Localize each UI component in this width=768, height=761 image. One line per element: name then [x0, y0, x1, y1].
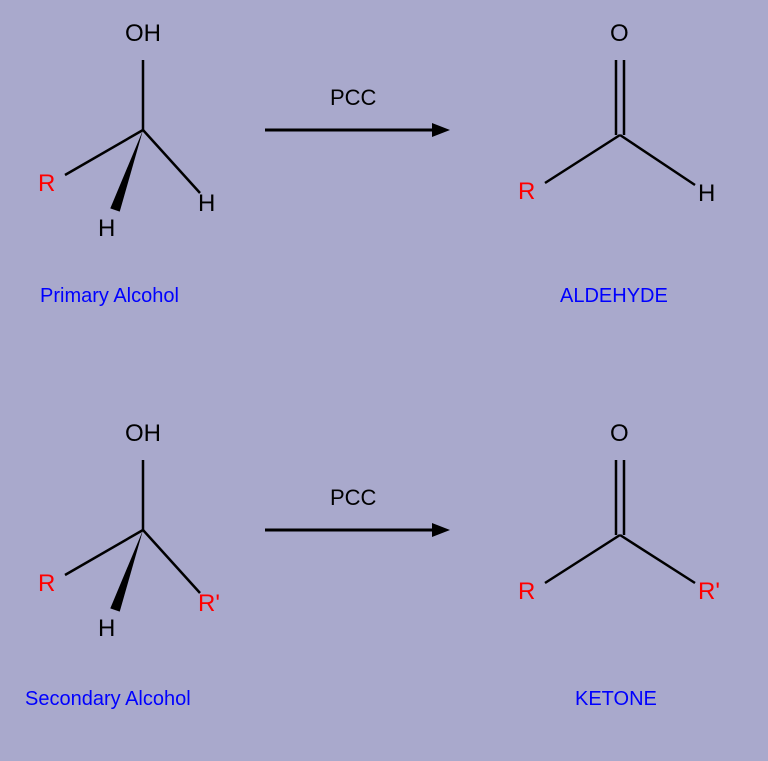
atom-label: H: [98, 215, 115, 243]
atom-label: H: [98, 615, 115, 643]
reagent-label: PCC: [330, 485, 376, 511]
atom-label: H: [698, 180, 715, 208]
reactant-label: Secondary Alcohol: [25, 688, 191, 711]
reagent-label: PCC: [330, 85, 376, 111]
atom-label: H: [198, 190, 215, 218]
product-label: KETONE: [575, 688, 657, 711]
atom-label: R': [698, 578, 720, 606]
atom-label: R: [38, 170, 55, 198]
atom-label: R': [198, 590, 220, 618]
atom-label: O: [610, 20, 629, 48]
atom-label: O: [610, 420, 629, 448]
atom-label: R: [518, 578, 535, 606]
chemistry-diagram: [0, 0, 768, 761]
atom-label: OH: [125, 20, 161, 48]
atom-label: R: [518, 178, 535, 206]
reactant-label: Primary Alcohol: [40, 285, 179, 308]
atom-label: R: [38, 570, 55, 598]
atom-label: OH: [125, 420, 161, 448]
product-label: ALDEHYDE: [560, 285, 668, 308]
